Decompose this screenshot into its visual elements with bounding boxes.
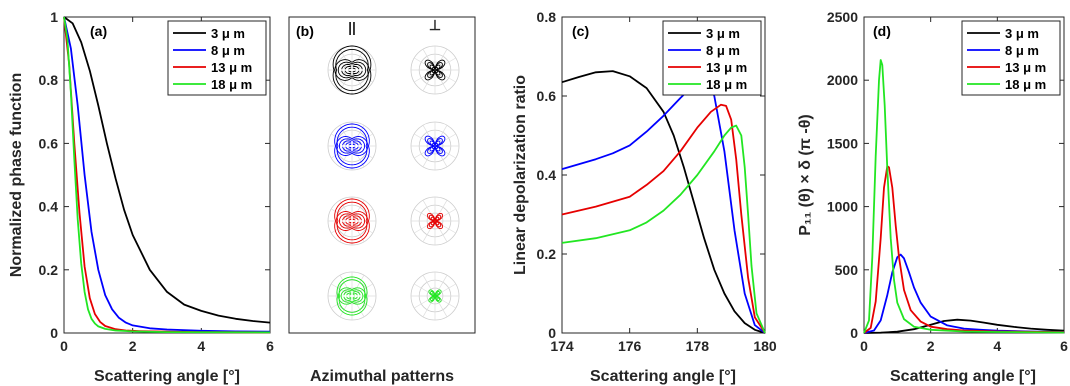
y-tick-label: 0.8 bbox=[39, 72, 59, 88]
series-line-2 bbox=[863, 253, 1065, 334]
series-line-4 bbox=[561, 124, 766, 334]
panel-d-label: (d) bbox=[873, 23, 891, 39]
legend-entry: 13 μ m bbox=[1005, 60, 1046, 75]
legend-entry: 18 μ m bbox=[211, 77, 252, 92]
panel-c-ticks: 174 176 178 180 0 0.2 0.4 0.6 0.8 bbox=[537, 9, 777, 354]
y-tick-label: 2000 bbox=[827, 72, 858, 88]
legend-entry: 3 μ m bbox=[211, 26, 245, 41]
y-tick-label: 0.8 bbox=[537, 9, 557, 25]
legend-entry: 13 μ m bbox=[211, 60, 252, 75]
series-line-4 bbox=[63, 16, 271, 334]
panel-b-xlabel: Azimuthal patterns bbox=[310, 368, 454, 385]
y-tick-label: 0.4 bbox=[537, 167, 557, 183]
series-line-3 bbox=[561, 103, 766, 334]
panel-d-lines bbox=[863, 59, 1065, 334]
perpendicular-pattern bbox=[424, 59, 446, 81]
legend-entry: 3 μ m bbox=[1005, 26, 1039, 41]
x-tick-label: 180 bbox=[753, 338, 777, 354]
column-label-perpendicular: ⊥ bbox=[429, 17, 441, 33]
y-tick-label: 500 bbox=[835, 262, 859, 278]
parallel-pattern bbox=[334, 123, 370, 169]
legend-entry: 13 μ m bbox=[706, 60, 747, 75]
panel-c-xlabel: Scattering angle [°] bbox=[590, 368, 736, 385]
panel-b: (b) || ⊥ Azimuthal patterns bbox=[288, 16, 476, 385]
x-tick-label: 2 bbox=[129, 338, 137, 354]
perpendicular-pattern bbox=[426, 212, 444, 230]
y-tick-label: 1 bbox=[50, 9, 58, 25]
x-tick-label: 0 bbox=[60, 338, 68, 354]
perpendicular-pattern bbox=[428, 289, 442, 303]
series-line-3 bbox=[863, 165, 1065, 334]
panel-d-ticks: 0 2 4 6 0 500 1000 1500 2000 2500 bbox=[827, 9, 1068, 354]
legend-entry: 18 μ m bbox=[706, 77, 747, 92]
polar-grid bbox=[410, 271, 460, 321]
x-tick-label: 2 bbox=[927, 338, 935, 354]
y-tick-label: 0.6 bbox=[39, 135, 59, 151]
panel-a-lines bbox=[63, 16, 271, 334]
panel-a-frame bbox=[63, 16, 271, 334]
y-tick-label: 0.4 bbox=[39, 199, 59, 215]
panel-d: 0 2 4 6 0 500 1000 1500 2000 2500 (d) Scattering … bbox=[797, 9, 1068, 385]
panel-c-legend: 3 μ m 8 μ m 13 μ m 18 μ m bbox=[662, 20, 762, 96]
y-tick-label: 1000 bbox=[827, 199, 858, 215]
panel-c: 174 176 178 180 0 0.2 0.4 0.6 0.8 (c) Scattering… bbox=[512, 9, 777, 385]
panel-a-ylabel: Normalized phase function bbox=[8, 73, 25, 277]
x-tick-label: 4 bbox=[197, 338, 205, 354]
panel-c-ylabel: Linear depolarization ratio bbox=[512, 75, 529, 275]
y-tick-label: 1500 bbox=[827, 135, 858, 151]
legend-entry: 18 μ m bbox=[1005, 77, 1046, 92]
y-tick-label: 0 bbox=[548, 325, 556, 341]
panel-b-frame bbox=[288, 16, 476, 334]
panel-a-xlabel: Scattering angle [°] bbox=[94, 368, 240, 385]
panel-a-label: (a) bbox=[90, 23, 107, 39]
legend-box bbox=[167, 20, 267, 96]
legend-entry: 8 μ m bbox=[211, 43, 245, 58]
x-tick-label: 0 bbox=[860, 338, 868, 354]
series-line-4 bbox=[863, 59, 1065, 334]
panel-d-ylabel: P₁₁ (θ) × δ (π -θ) bbox=[797, 114, 814, 235]
y-tick-label: 0.2 bbox=[39, 262, 59, 278]
panel-a: 0 2 4 6 0 0.2 0.4 0.6 0.8 1 (a) Scattering angle … bbox=[8, 9, 274, 385]
parallel-pattern bbox=[336, 276, 368, 316]
x-tick-label: 4 bbox=[993, 338, 1001, 354]
panel-d-legend: 3 μ m 8 μ m 13 μ m 18 μ m bbox=[961, 20, 1061, 96]
y-tick-label: 2500 bbox=[827, 9, 858, 25]
azimuthal-patterns bbox=[327, 45, 460, 321]
y-tick-label: 0.2 bbox=[537, 246, 557, 262]
y-tick-label: 0.6 bbox=[537, 88, 557, 104]
series-line-2 bbox=[63, 16, 271, 333]
panel-a-legend: 3 μ m 8 μ m 13 μ m 18 μ m bbox=[167, 20, 267, 96]
y-tick-label: 0 bbox=[850, 325, 858, 341]
x-tick-label: 178 bbox=[686, 338, 710, 354]
legend-entry: 3 μ m bbox=[706, 26, 740, 41]
panel-d-xlabel: Scattering angle [°] bbox=[890, 368, 1036, 385]
panel-c-lines bbox=[561, 70, 766, 334]
panel-b-label: (b) bbox=[296, 23, 314, 39]
series-line-1 bbox=[561, 70, 766, 334]
legend-entry: 8 μ m bbox=[706, 43, 740, 58]
parallel-pattern bbox=[334, 198, 370, 244]
series-line-1 bbox=[63, 16, 271, 324]
x-tick-label: 6 bbox=[266, 338, 274, 354]
legend-entry: 8 μ m bbox=[1005, 43, 1039, 58]
column-label-parallel: || bbox=[348, 19, 356, 35]
series-line-1 bbox=[863, 318, 1065, 334]
polar-grid bbox=[410, 45, 460, 95]
x-tick-label: 174 bbox=[550, 338, 574, 354]
parallel-pattern bbox=[332, 45, 372, 95]
perpendicular-pattern bbox=[424, 135, 446, 157]
panel-d-frame bbox=[863, 16, 1065, 334]
x-tick-label: 6 bbox=[1060, 338, 1068, 354]
panel-c-label: (c) bbox=[572, 23, 589, 39]
polar-grid bbox=[410, 121, 460, 171]
y-tick-label: 0 bbox=[50, 325, 58, 341]
x-tick-label: 176 bbox=[618, 338, 642, 354]
